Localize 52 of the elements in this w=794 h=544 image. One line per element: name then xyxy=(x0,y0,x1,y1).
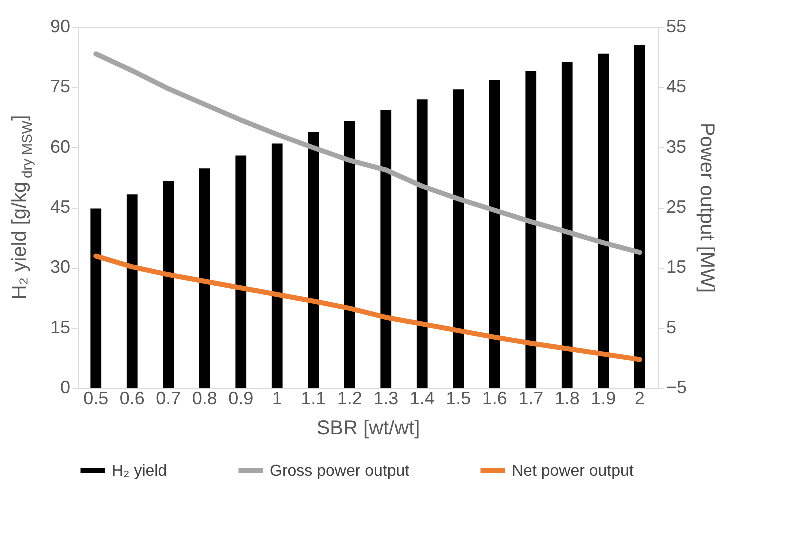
y-tick-label: 0 xyxy=(60,378,70,398)
bar xyxy=(634,45,646,388)
bar xyxy=(598,54,610,388)
y-tick-label: 30 xyxy=(50,257,70,278)
bar xyxy=(526,71,537,388)
bar xyxy=(489,80,500,388)
x-tick-label: 1.5 xyxy=(446,388,472,408)
y2-tick-label: 45 xyxy=(666,76,687,97)
legend-label: H₂ yield xyxy=(112,463,168,480)
y2-tick-label: 55 xyxy=(666,16,687,36)
x-tick-label: 1.3 xyxy=(374,388,399,408)
bar xyxy=(163,181,174,388)
bar xyxy=(380,110,392,388)
y-tick-label: 75 xyxy=(50,76,70,97)
legend-label: Gross power output xyxy=(270,463,410,480)
x-tick-label: 1.1 xyxy=(301,388,326,408)
x-tick-label: 1.8 xyxy=(554,388,580,408)
y-axis-title: H₂ yield [g/kgdry MSW] xyxy=(9,115,35,300)
bar xyxy=(272,144,283,388)
y-tick-label: 45 xyxy=(50,197,70,217)
y2-tick-label: 35 xyxy=(666,136,687,157)
x-tick-label: 1.4 xyxy=(410,388,435,408)
bar xyxy=(308,132,320,388)
x-tick-label: 1.9 xyxy=(591,388,616,408)
bar xyxy=(453,90,464,388)
x-tick-label: 1.2 xyxy=(337,388,362,408)
x-tick-label: 1.6 xyxy=(482,388,508,408)
x-tick-label: 0.9 xyxy=(228,388,254,408)
x-tick-label: 0.8 xyxy=(192,388,218,408)
x-axis-title: SBR [wt/wt] xyxy=(316,418,420,440)
x-tick-label: 1.7 xyxy=(518,388,544,408)
y2-tick-label: −5 xyxy=(666,378,688,398)
y2-tick-label: 15 xyxy=(666,257,687,278)
y2-axis-title: Power output [MW] xyxy=(696,122,718,294)
x-tick-label: 0.7 xyxy=(156,388,182,408)
x-tick-label: 1 xyxy=(272,388,282,408)
legend-label: Net power output xyxy=(512,463,634,480)
bar xyxy=(199,168,210,388)
y-tick-label: 15 xyxy=(50,317,70,338)
x-tick-label: 2 xyxy=(634,388,645,408)
bar xyxy=(344,121,356,388)
x-tick-label: 0.5 xyxy=(84,388,109,408)
y-tick-label: 90 xyxy=(50,16,70,36)
y2-tick-label: 5 xyxy=(666,317,677,338)
bar xyxy=(90,208,102,388)
bar xyxy=(236,156,247,388)
bar xyxy=(126,194,138,388)
x-tick-label: 0.6 xyxy=(120,388,145,408)
y-tick-label: 60 xyxy=(50,136,70,157)
bar xyxy=(416,100,428,388)
y2-tick-label: 25 xyxy=(666,197,687,217)
bar xyxy=(562,62,573,388)
